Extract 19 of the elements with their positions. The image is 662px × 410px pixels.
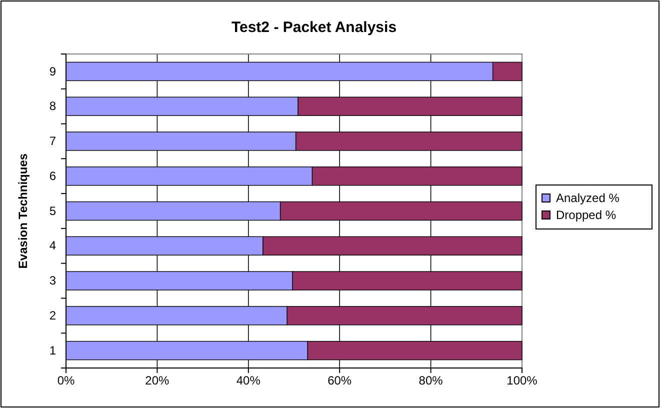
x-tick-label: 20% — [145, 374, 170, 388]
x-tick-label: 60% — [328, 374, 352, 388]
y-tick-label: 9 — [49, 64, 56, 78]
y-tick-label: 4 — [49, 238, 56, 253]
legend-label: Dropped % — [556, 208, 616, 222]
y-tick-label: 7 — [49, 134, 56, 148]
x-tick-label: 40% — [236, 374, 261, 388]
x-tick-label: 0% — [57, 374, 75, 388]
legend-label: Analyzed % — [556, 191, 620, 205]
y-axis-title: Evasion Techniques — [16, 153, 30, 269]
y-tick-label: 3 — [49, 274, 56, 288]
x-tick-label: 100% — [506, 374, 538, 388]
y-tick-label: 6 — [49, 168, 56, 183]
y-tick-label: 2 — [49, 308, 56, 323]
y-tick-label: 1 — [49, 343, 56, 358]
y-tick-label: 5 — [49, 204, 56, 218]
chart-title: Test2 - Packet Analysis — [231, 19, 397, 36]
x-tick-label: 80% — [418, 374, 444, 388]
y-tick-label: 8 — [49, 99, 56, 114]
